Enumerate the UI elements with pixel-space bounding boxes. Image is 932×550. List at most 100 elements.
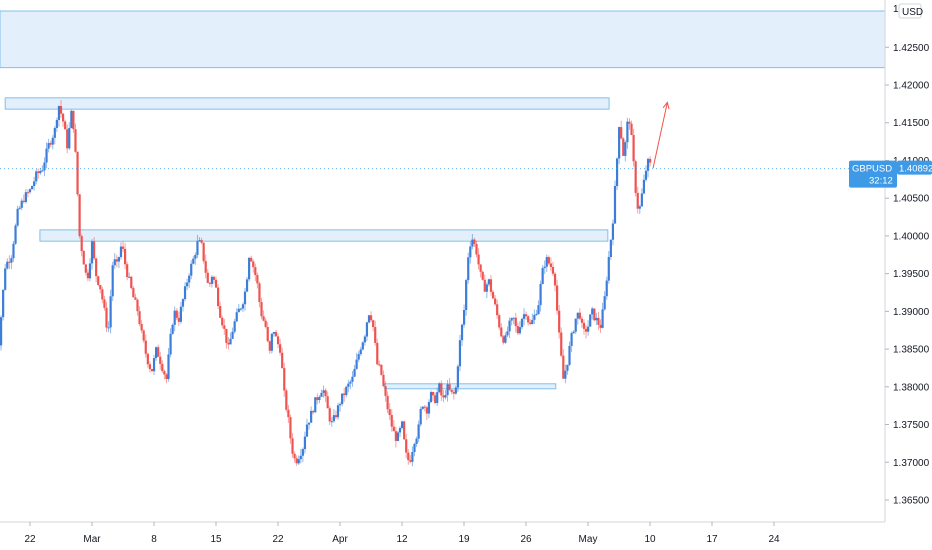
- candle: [287, 405, 290, 424]
- candle: [252, 259, 255, 273]
- candle: [316, 393, 319, 405]
- candle: [312, 409, 315, 415]
- candle-body: [514, 317, 517, 327]
- candle-body: [543, 266, 546, 269]
- candle: [41, 165, 44, 172]
- candle: [43, 157, 46, 177]
- candle: [345, 385, 348, 398]
- candle-body: [649, 158, 652, 163]
- candle-body: [384, 386, 387, 396]
- candle-body: [206, 272, 209, 283]
- candle: [136, 298, 139, 316]
- candle-body: [171, 324, 174, 334]
- candle-body: [537, 305, 540, 315]
- candle: [595, 312, 598, 325]
- currency-button[interactable]: USD: [898, 3, 923, 19]
- projection-arrow-head: [662, 101, 670, 110]
- price-axis[interactable]: 1.36500 1.37000 1.37500 1.38000 1.38500 1.390…: [849, 0, 932, 522]
- candle-body: [12, 243, 15, 259]
- candle-body: [473, 239, 476, 244]
- candle-body: [351, 376, 354, 382]
- candle: [535, 309, 538, 316]
- candle-body: [4, 268, 7, 290]
- candle: [580, 316, 584, 328]
- candle: [142, 329, 145, 343]
- candle-body: [61, 113, 65, 122]
- candle: [10, 255, 13, 270]
- candle-body: [283, 368, 286, 391]
- candle: [436, 387, 439, 406]
- candle: [481, 270, 484, 281]
- candle: [130, 275, 133, 290]
- candle-body: [8, 261, 11, 263]
- candle-body: [601, 309, 604, 328]
- candle: [566, 364, 569, 375]
- candle: [167, 348, 170, 382]
- candle-body: [525, 314, 528, 317]
- candle: [148, 361, 151, 373]
- candle-body: [413, 443, 416, 453]
- candle-body: [462, 309, 466, 325]
- candle-body: [332, 415, 335, 422]
- time-tick-label: Apr: [332, 534, 348, 545]
- candle-body: [266, 326, 269, 342]
- candle: [531, 313, 534, 325]
- candle-body: [467, 257, 470, 281]
- candle: [74, 123, 77, 153]
- candle-body: [628, 121, 631, 124]
- time-tick-label: 22: [24, 534, 36, 545]
- candle: [101, 286, 104, 304]
- candle: [578, 308, 581, 321]
- candle: [527, 315, 530, 326]
- candle-body: [295, 458, 298, 464]
- candle: [8, 255, 11, 270]
- candle-body: [405, 439, 408, 453]
- candle: [556, 279, 559, 315]
- candle: [326, 391, 329, 409]
- candle: [374, 320, 377, 346]
- candle: [299, 449, 302, 464]
- time-tick-label: May: [579, 534, 598, 545]
- candle-body: [221, 317, 224, 326]
- candle-body: [636, 192, 639, 209]
- candle-body: [425, 407, 428, 414]
- candle: [318, 395, 321, 404]
- candle: [394, 426, 397, 448]
- candle: [241, 302, 245, 312]
- candle-body: [504, 335, 507, 343]
- price-tick-label: 1.40000: [893, 231, 930, 242]
- candle: [510, 317, 513, 326]
- candle-body: [66, 129, 69, 149]
- candle: [417, 420, 420, 443]
- price-tick-label: 1.37500: [893, 420, 930, 431]
- candle: [522, 308, 526, 326]
- projection-arrow-line: [652, 102, 668, 169]
- candle: [462, 304, 466, 328]
- candle: [359, 347, 362, 356]
- candle: [636, 186, 639, 214]
- candle: [376, 338, 379, 366]
- candle-body: [355, 359, 358, 369]
- candle-body: [429, 391, 433, 403]
- candle: [458, 334, 462, 372]
- time-axis[interactable]: 22 Mar 8 15 22 Apr 12 19 26 May 10 17 24: [0, 521, 885, 545]
- price-tick-label: 1.41500: [893, 118, 930, 129]
- candle: [243, 287, 247, 311]
- candle-body: [640, 193, 643, 207]
- candle: [305, 418, 309, 438]
- candle-body: [646, 158, 650, 171]
- candle: [601, 302, 604, 329]
- candle-body: [190, 263, 193, 276]
- candle-body: [479, 264, 482, 272]
- support-zone: [384, 383, 557, 390]
- candle: [525, 311, 528, 320]
- candle-body: [392, 426, 395, 432]
- candle: [483, 274, 486, 292]
- candle-body: [361, 342, 364, 350]
- candle: [574, 318, 577, 335]
- candle: [154, 346, 158, 361]
- candle-body: [37, 171, 40, 174]
- candle: [491, 289, 495, 299]
- candle-body: [272, 331, 276, 334]
